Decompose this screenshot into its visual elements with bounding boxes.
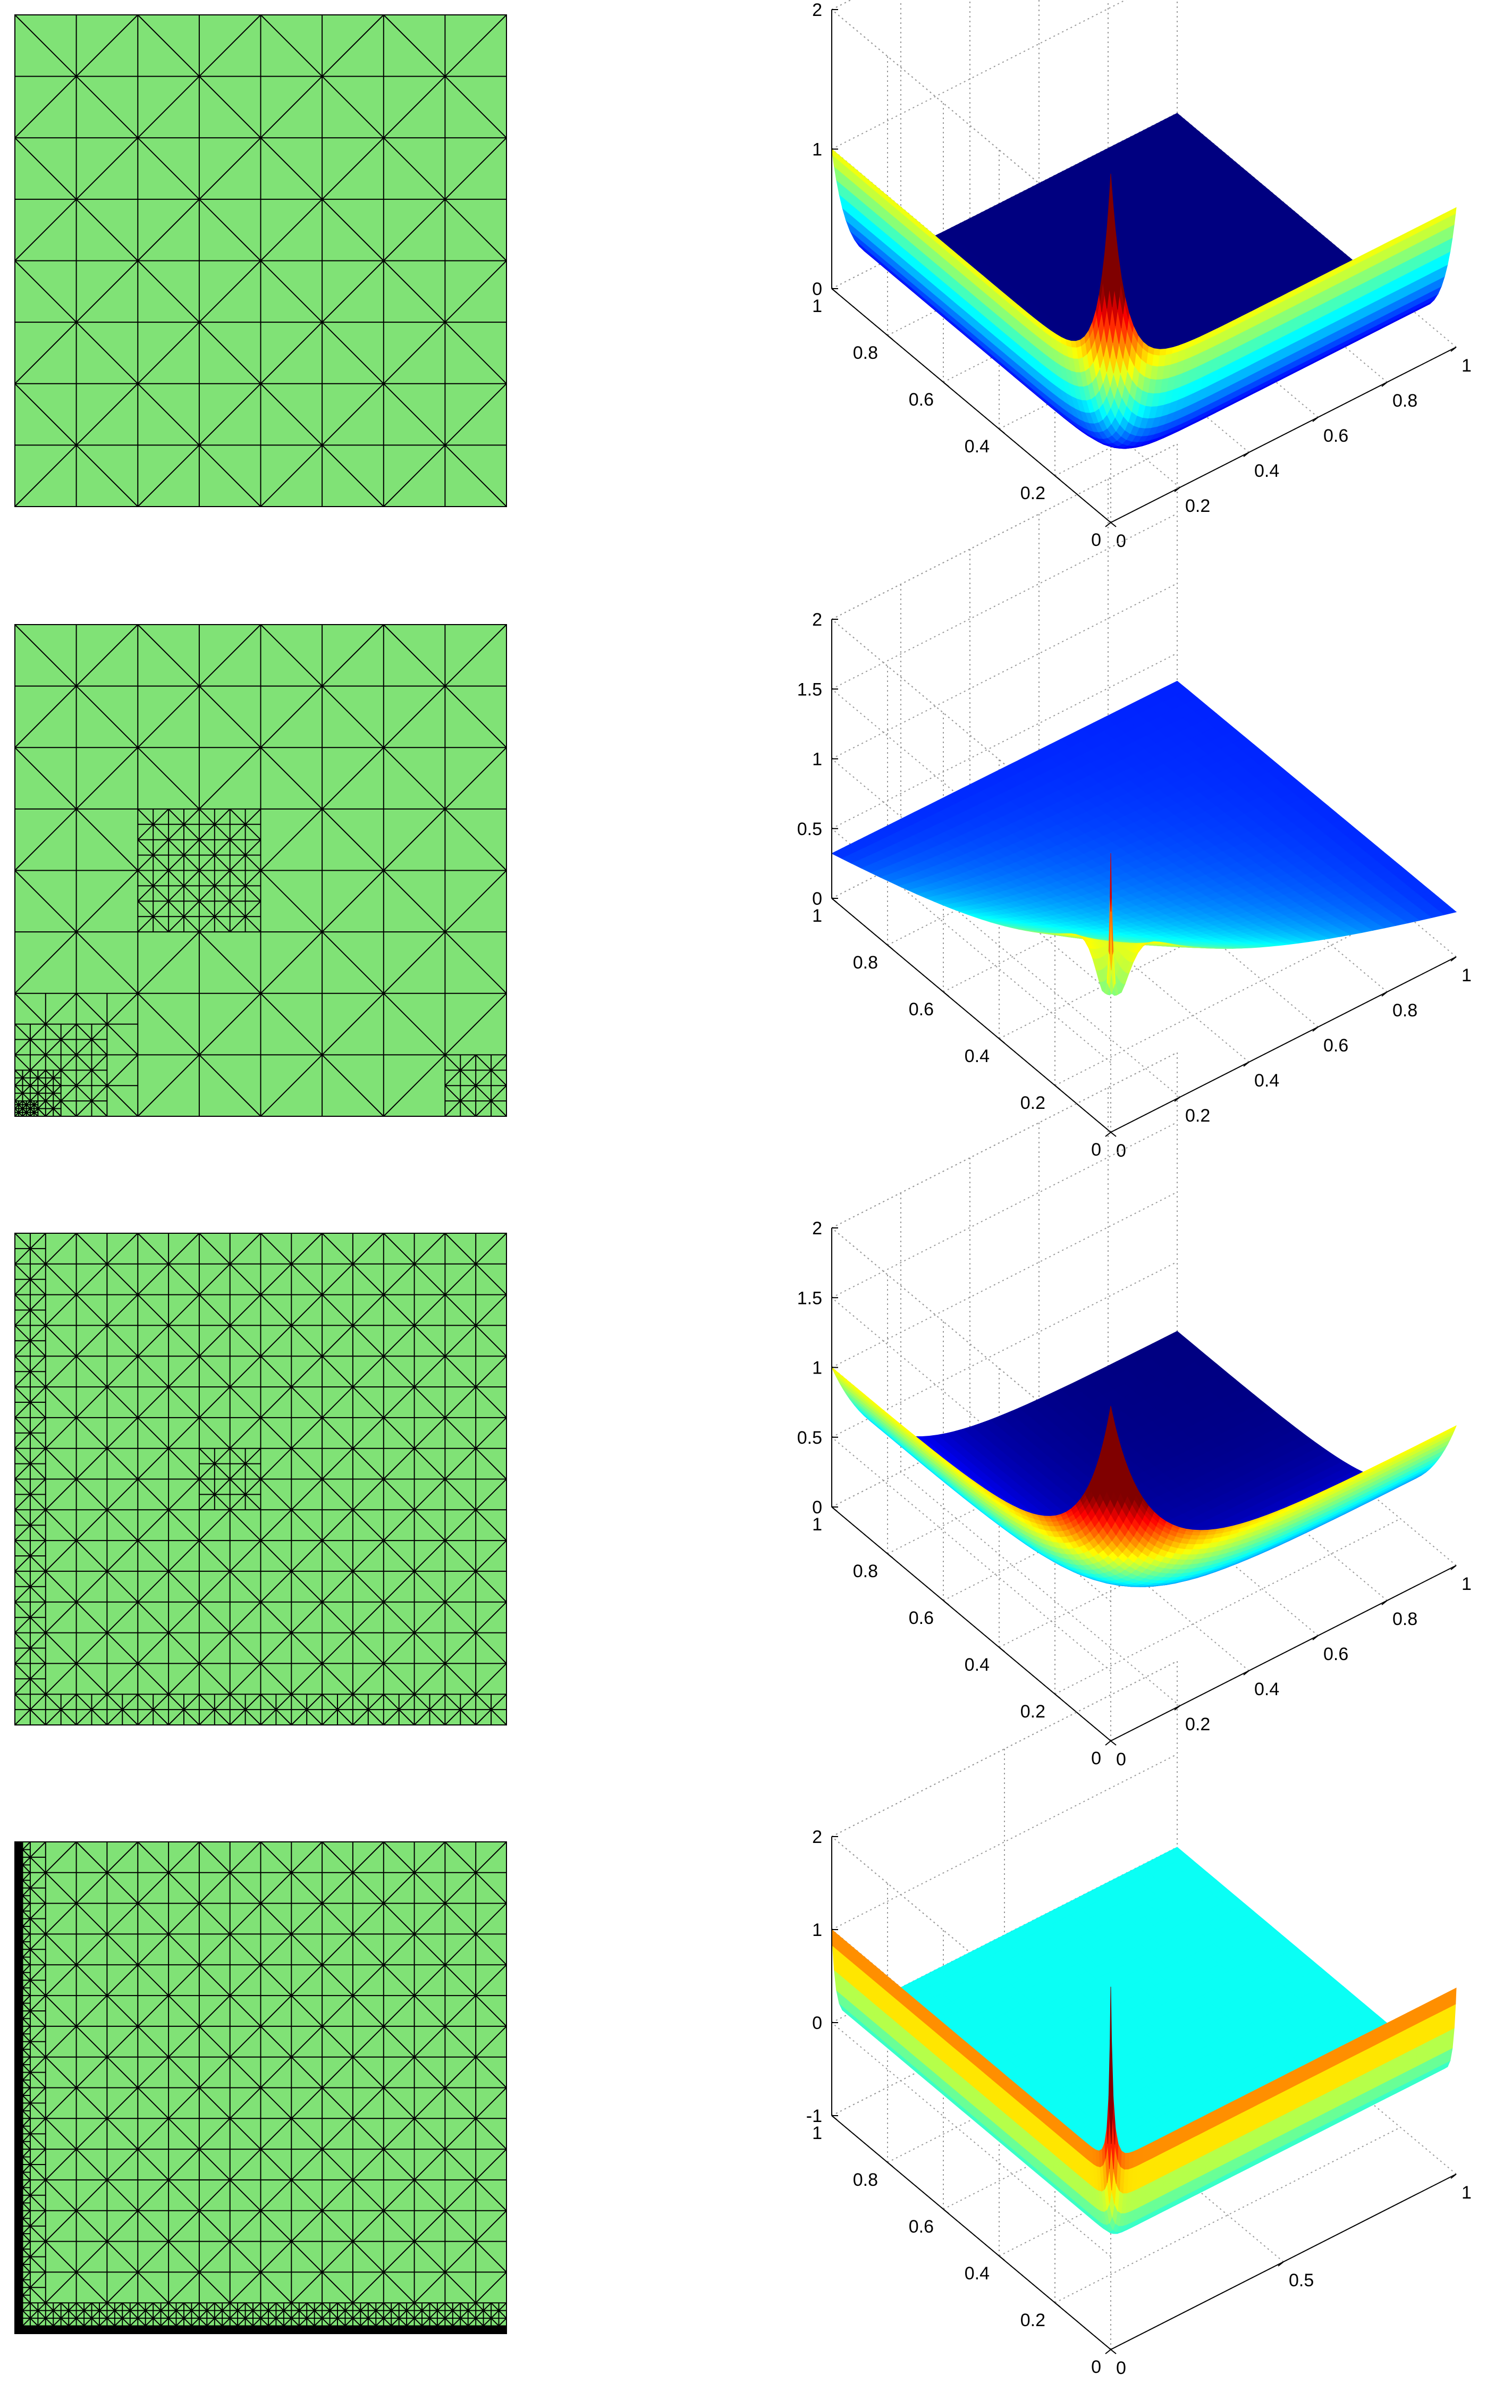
z-tick-label: 1 — [812, 750, 822, 770]
x-tick-label: 0.4 — [1254, 461, 1279, 481]
y-tick-label: 0 — [1091, 1140, 1101, 1160]
x-tick-label: 0.6 — [1323, 1035, 1348, 1056]
x-tick-label: 0.6 — [1323, 426, 1348, 446]
surface-patch — [1232, 948, 1242, 949]
mesh-triangle-edges — [14, 624, 507, 1117]
x-tick-label: 0.8 — [1392, 391, 1417, 411]
y-tick-label: 0.8 — [853, 343, 878, 363]
mesh-triangle-edges — [14, 1233, 507, 1725]
z-tick-label: 1 — [812, 140, 822, 160]
z-tick-label: 0.5 — [797, 819, 822, 839]
x-tick-label: 0 — [1116, 1141, 1126, 1161]
y-tick-label: 0 — [1091, 530, 1101, 550]
y-tick-label: 0.2 — [1020, 483, 1045, 503]
surface-patch — [1153, 348, 1160, 356]
surface-patch — [1159, 348, 1167, 356]
y-tick-label: 0.6 — [909, 390, 934, 410]
z-tick-label: 2 — [812, 0, 822, 20]
surface-patch — [1055, 933, 1062, 934]
surface-patch — [1061, 933, 1067, 934]
x-tick-label: 0.2 — [1185, 1106, 1210, 1126]
surface-mesh — [831, 113, 1457, 449]
y-tick-label: 0.4 — [965, 436, 990, 457]
surface-patch — [1165, 347, 1173, 356]
mesh-panel-3 — [14, 1233, 507, 1725]
surface-patch — [1050, 933, 1057, 934]
x-tick-label: 0.4 — [1254, 1071, 1279, 1091]
z-tick-label: 0 — [812, 889, 822, 909]
mesh-panel-2 — [14, 624, 507, 1117]
y-tick-label: 0.6 — [909, 999, 934, 1020]
x-tick-label: 1 — [1462, 965, 1472, 986]
panels: 0 0.2 0.4 0.6 0.8 1 0 0.2 0.4 0.6 0.8 1 0 1 2 0 0.2 0.4 0.… — [14, 0, 1472, 2378]
x-tick-label: 0 — [1116, 531, 1126, 551]
y-tick-label: 0.4 — [965, 1046, 990, 1066]
surface-patch — [1207, 948, 1217, 949]
mesh-triangle-edges — [14, 14, 507, 507]
z-tick-label: 0 — [812, 279, 822, 299]
x-tick-label: 0.2 — [1185, 496, 1210, 516]
x-tick-label: 1 — [1462, 356, 1472, 376]
mesh-panel-1 — [14, 14, 507, 507]
z-tick-label: 2 — [812, 610, 822, 630]
y-tick-label: 0.8 — [853, 953, 878, 973]
x-tick-label: 0.8 — [1392, 1000, 1417, 1021]
z-tick-label: 1.5 — [797, 679, 822, 700]
y-tick-label: 0.2 — [1020, 1093, 1045, 1113]
